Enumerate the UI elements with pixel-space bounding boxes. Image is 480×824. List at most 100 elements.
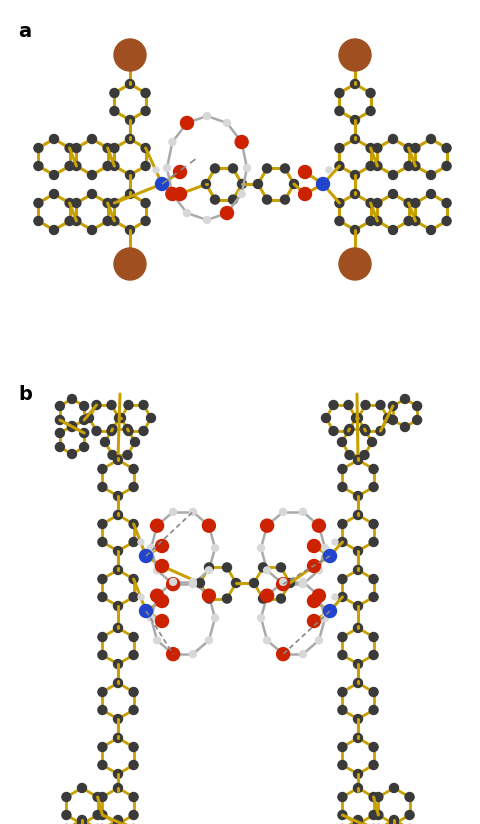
Circle shape xyxy=(384,414,393,423)
Circle shape xyxy=(166,188,179,200)
Circle shape xyxy=(72,162,81,171)
Circle shape xyxy=(139,427,148,436)
Circle shape xyxy=(138,539,144,545)
Circle shape xyxy=(55,401,64,410)
Circle shape xyxy=(366,143,375,152)
Circle shape xyxy=(62,793,71,802)
Circle shape xyxy=(350,79,360,88)
Circle shape xyxy=(151,519,164,532)
Circle shape xyxy=(326,167,332,173)
Circle shape xyxy=(404,143,413,152)
Circle shape xyxy=(361,400,370,410)
Circle shape xyxy=(77,816,86,824)
Circle shape xyxy=(388,226,397,235)
Circle shape xyxy=(77,820,86,824)
Circle shape xyxy=(156,594,168,607)
Circle shape xyxy=(98,574,107,583)
Circle shape xyxy=(369,537,378,546)
Circle shape xyxy=(369,811,378,820)
Circle shape xyxy=(49,226,59,235)
Circle shape xyxy=(80,401,89,410)
Circle shape xyxy=(129,705,138,714)
Circle shape xyxy=(400,395,409,404)
Circle shape xyxy=(373,143,382,152)
Circle shape xyxy=(411,217,420,226)
Circle shape xyxy=(389,784,398,793)
Circle shape xyxy=(338,519,347,528)
Circle shape xyxy=(117,414,125,423)
Circle shape xyxy=(369,465,378,474)
Circle shape xyxy=(338,650,347,659)
Circle shape xyxy=(353,456,362,465)
Circle shape xyxy=(223,563,231,572)
Circle shape xyxy=(125,134,134,143)
Circle shape xyxy=(315,567,323,574)
Circle shape xyxy=(110,217,119,226)
Circle shape xyxy=(113,714,122,723)
Circle shape xyxy=(264,637,271,644)
Circle shape xyxy=(373,199,382,208)
Circle shape xyxy=(65,162,74,171)
Circle shape xyxy=(238,180,247,189)
Circle shape xyxy=(373,162,382,171)
Circle shape xyxy=(147,615,155,621)
Circle shape xyxy=(261,589,274,602)
Circle shape xyxy=(124,400,133,410)
Circle shape xyxy=(113,511,122,519)
Circle shape xyxy=(154,567,161,574)
Circle shape xyxy=(353,565,362,574)
Circle shape xyxy=(353,714,362,723)
Circle shape xyxy=(253,180,263,189)
Circle shape xyxy=(129,574,138,583)
Circle shape xyxy=(125,115,134,124)
Circle shape xyxy=(353,659,362,668)
Circle shape xyxy=(87,171,96,180)
Circle shape xyxy=(156,540,168,553)
Circle shape xyxy=(129,592,138,602)
Circle shape xyxy=(140,550,153,563)
Circle shape xyxy=(156,177,168,190)
Circle shape xyxy=(228,164,238,173)
Circle shape xyxy=(212,545,218,551)
Circle shape xyxy=(442,143,451,152)
Circle shape xyxy=(92,427,101,436)
Circle shape xyxy=(300,581,306,588)
Circle shape xyxy=(366,106,375,115)
Circle shape xyxy=(204,217,211,223)
Circle shape xyxy=(405,793,414,802)
Circle shape xyxy=(98,537,107,546)
Circle shape xyxy=(65,217,74,226)
Circle shape xyxy=(276,594,286,603)
Circle shape xyxy=(110,106,119,115)
Circle shape xyxy=(92,400,101,410)
Circle shape xyxy=(98,687,107,696)
Circle shape xyxy=(427,190,435,199)
Circle shape xyxy=(180,116,193,129)
Circle shape xyxy=(107,400,116,410)
Circle shape xyxy=(259,563,267,572)
Circle shape xyxy=(125,190,134,199)
Circle shape xyxy=(140,605,153,617)
Circle shape xyxy=(173,188,187,200)
Circle shape xyxy=(129,742,138,751)
Circle shape xyxy=(388,171,397,180)
Circle shape xyxy=(368,438,376,447)
Circle shape xyxy=(257,615,264,621)
Circle shape xyxy=(87,226,96,235)
Circle shape xyxy=(276,648,289,661)
Circle shape xyxy=(353,820,362,824)
Circle shape xyxy=(376,427,385,436)
Circle shape xyxy=(404,217,413,226)
Circle shape xyxy=(113,820,122,824)
Circle shape xyxy=(34,143,43,152)
Circle shape xyxy=(129,483,138,491)
Circle shape xyxy=(338,574,347,583)
Circle shape xyxy=(205,567,212,574)
Circle shape xyxy=(427,134,435,143)
Circle shape xyxy=(34,217,43,226)
Circle shape xyxy=(49,134,59,143)
Circle shape xyxy=(329,400,338,410)
Circle shape xyxy=(103,162,112,171)
Circle shape xyxy=(404,199,413,208)
Circle shape xyxy=(337,438,347,447)
